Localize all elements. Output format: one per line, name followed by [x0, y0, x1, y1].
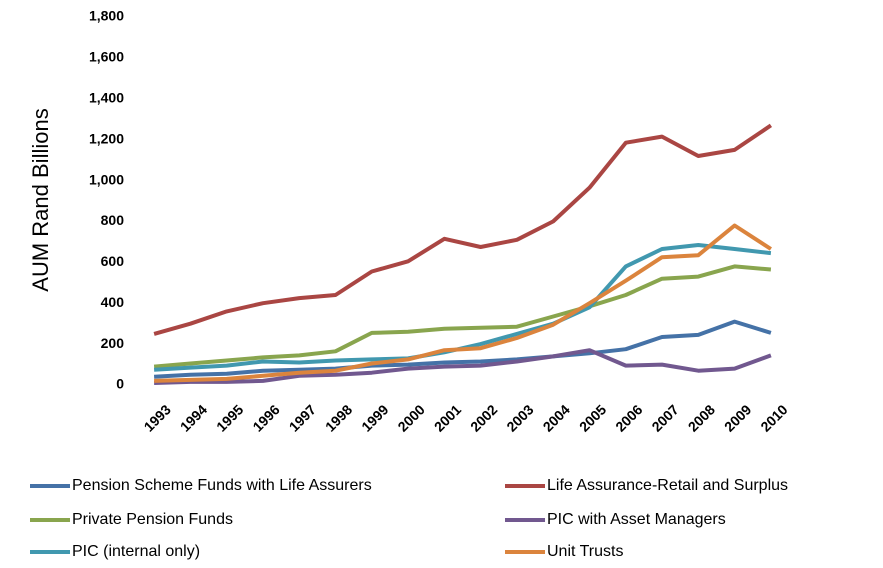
- y-tick-label: 1,400: [89, 89, 124, 105]
- y-tick-label: 1,800: [89, 8, 124, 24]
- x-tick-label: 2000: [394, 401, 427, 434]
- y-tick-label: 1,200: [89, 130, 124, 146]
- legend-label: Private Pension Funds: [72, 511, 233, 528]
- y-tick-label: 200: [101, 335, 125, 351]
- legend-label: Life Assurance-Retail and Surplus: [547, 477, 788, 494]
- y-tick-label: 800: [101, 212, 125, 228]
- x-tick-label: 2008: [685, 401, 718, 434]
- y-tick-label: 1,000: [89, 171, 124, 187]
- y-tick-label: 0: [116, 376, 124, 392]
- legend-label: Unit Trusts: [547, 543, 623, 560]
- y-tick-label: 600: [101, 253, 125, 269]
- x-tick-label: 1996: [249, 401, 282, 434]
- x-tick-label: 2001: [431, 401, 464, 434]
- x-tick-label: 2010: [757, 401, 790, 434]
- x-tick-label: 1998: [322, 401, 355, 434]
- x-tick-label: 1995: [213, 401, 246, 434]
- legend-label: Pension Scheme Funds with Life Assurers: [72, 477, 372, 494]
- x-tick-label: 1993: [141, 401, 174, 434]
- series-line: [154, 348, 772, 385]
- x-tick-label: 2006: [612, 401, 645, 434]
- legend-label: PIC with Asset Managers: [547, 511, 726, 528]
- y-tick-label: 400: [101, 294, 125, 310]
- x-tick-label: 2005: [576, 401, 609, 434]
- series-line: [154, 223, 772, 383]
- x-tick-label: 1994: [177, 401, 210, 434]
- x-tick-label: 2007: [648, 401, 681, 434]
- x-tick-label: 2002: [467, 401, 500, 434]
- legend-label: PIC (internal only): [72, 543, 200, 560]
- x-tick-label: 2003: [503, 401, 536, 434]
- x-tick-label: 2004: [540, 401, 573, 434]
- y-tick-label: 1,600: [89, 49, 124, 65]
- x-tick-label: 1997: [286, 401, 319, 434]
- series-line: [153, 264, 772, 369]
- x-tick-label: 1999: [358, 401, 391, 434]
- series-line: [153, 123, 773, 336]
- y-axis-label: AUM Rand Billions: [28, 108, 53, 291]
- series-line: [153, 319, 772, 379]
- x-tick-label: 2009: [721, 401, 754, 434]
